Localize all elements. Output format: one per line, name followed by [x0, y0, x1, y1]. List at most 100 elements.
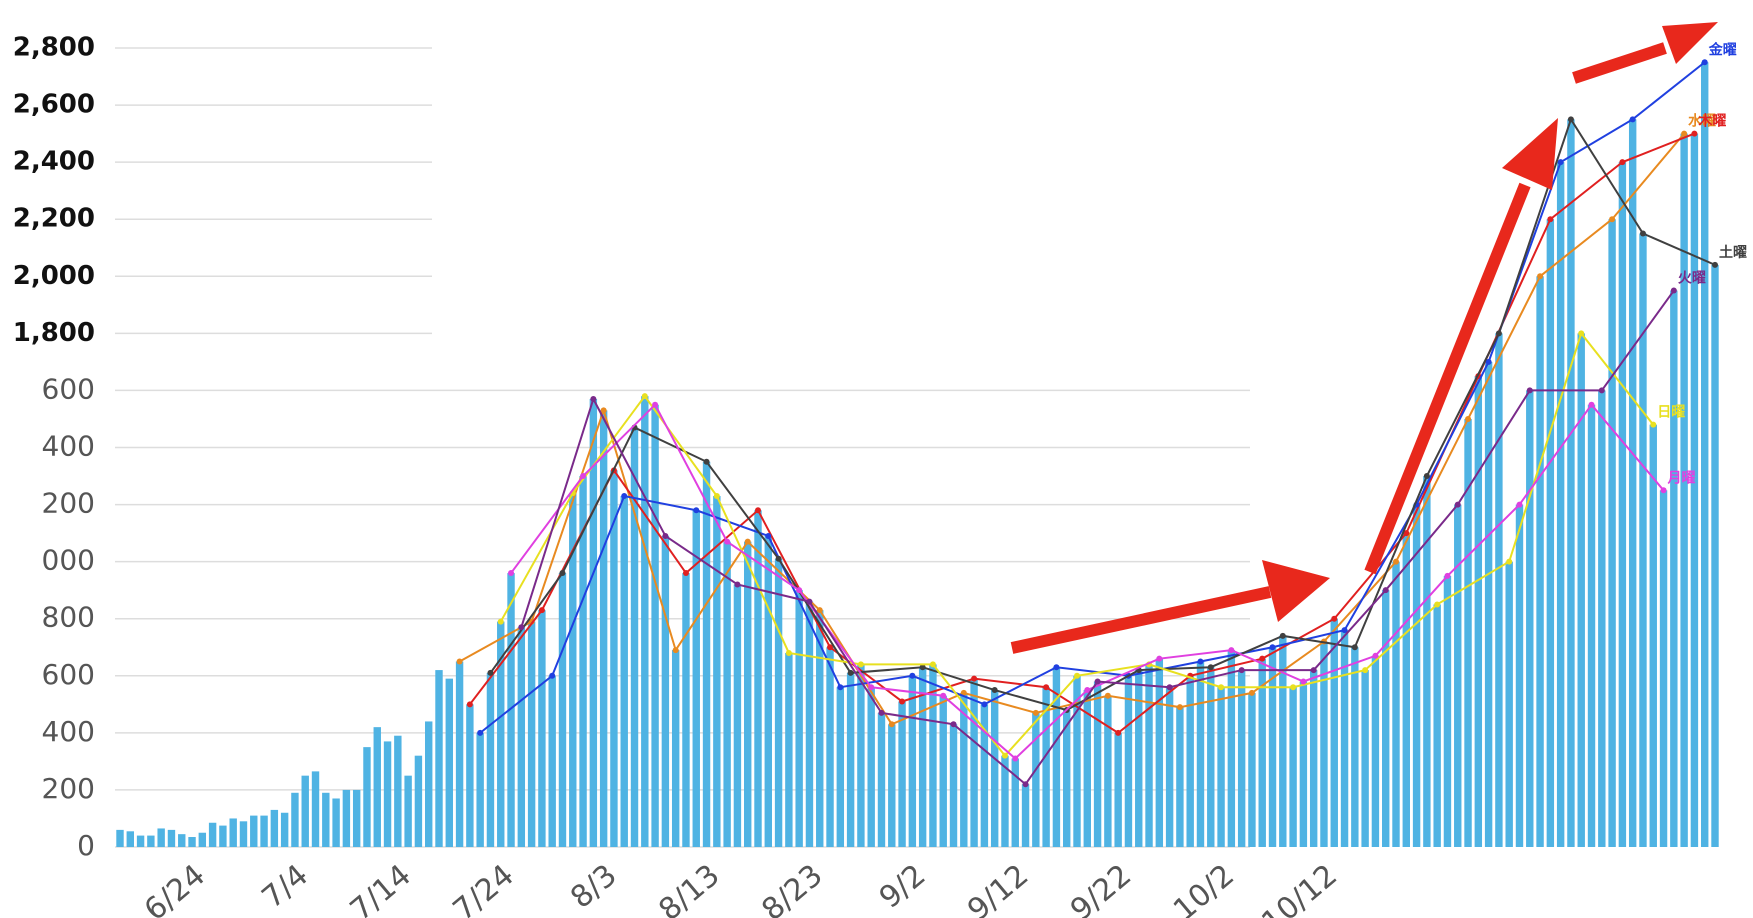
weekday-point — [1588, 401, 1595, 408]
legend-label: 月曜 — [1667, 470, 1696, 486]
y-tick-label: 800 — [42, 601, 95, 634]
bar — [229, 818, 237, 847]
bar — [1207, 667, 1215, 847]
bar — [219, 825, 227, 847]
weekday-point — [1022, 781, 1029, 788]
bar — [795, 590, 803, 847]
weekday-point — [1639, 230, 1646, 237]
bar — [507, 573, 515, 847]
weekday-point — [816, 607, 823, 614]
bar — [497, 621, 505, 847]
bar — [1628, 119, 1637, 847]
x-tick-label: 10/2 — [1167, 858, 1241, 918]
weekday-point — [1248, 689, 1255, 696]
weekday-point — [1074, 672, 1080, 679]
weekday-point — [796, 587, 803, 594]
weekday-point — [1238, 667, 1245, 674]
bar — [208, 822, 217, 847]
y-tick-label: 400 — [42, 430, 95, 463]
bar — [157, 828, 165, 847]
weekday-point — [1465, 415, 1472, 422]
weekday-point — [1053, 664, 1060, 671]
y-tick-label: 200 — [42, 772, 95, 805]
x-tick-label: 6/24 — [138, 858, 212, 918]
bar — [1063, 710, 1071, 847]
weekday-point — [1176, 704, 1183, 711]
weekday-point — [1454, 501, 1461, 508]
bar — [579, 476, 587, 847]
arrow-head — [1262, 560, 1330, 622]
bar — [1299, 681, 1308, 847]
bar — [1268, 647, 1277, 847]
y-tick-label: 2,800 — [13, 33, 95, 63]
y-tick-label: 2,400 — [13, 147, 95, 177]
weekday-point — [549, 672, 556, 679]
bar — [929, 664, 937, 847]
bar — [1309, 670, 1318, 847]
legend-label: 土曜 — [1719, 244, 1747, 261]
bar — [1680, 133, 1688, 847]
weekday-point — [1084, 687, 1091, 694]
weekday-point — [1701, 59, 1708, 66]
weekday-point — [1382, 587, 1389, 594]
weekday-point — [621, 493, 628, 500]
bar — [1690, 133, 1699, 847]
weekday-point — [682, 570, 689, 577]
x-tick-label: 8/23 — [755, 858, 829, 918]
weekday-point — [1156, 655, 1163, 662]
weekday-point — [868, 684, 875, 691]
bar — [620, 496, 628, 847]
weekday-point — [899, 698, 906, 705]
bar — [1279, 635, 1287, 847]
y-tick-label: 400 — [42, 715, 95, 748]
bar — [569, 493, 577, 847]
weekday-point — [1351, 644, 1358, 651]
arrow — [1010, 586, 1272, 654]
weekday-point — [1290, 684, 1297, 691]
weekday-point — [806, 598, 813, 605]
weekday-point — [1444, 572, 1451, 579]
bar — [1474, 376, 1483, 847]
weekday-point — [1681, 130, 1688, 137]
bar — [435, 670, 443, 847]
weekday-point — [1516, 501, 1523, 508]
weekday-point — [1423, 473, 1430, 480]
bar — [352, 789, 361, 847]
bar — [1495, 333, 1503, 847]
bar — [311, 771, 320, 847]
bar — [1340, 630, 1349, 847]
bar — [301, 775, 309, 847]
weekday-point — [1619, 159, 1626, 166]
weekday-point — [559, 570, 566, 577]
bar — [1505, 561, 1513, 847]
bar — [610, 470, 618, 847]
bar — [1567, 119, 1575, 847]
bar — [332, 798, 340, 847]
bar — [1176, 707, 1184, 847]
bar — [1526, 390, 1534, 847]
x-tick-label: 9/12 — [961, 858, 1035, 918]
weekday-point — [1691, 130, 1698, 137]
weekday-point — [1166, 684, 1173, 691]
weekday-point — [1403, 530, 1410, 537]
bar — [1032, 712, 1040, 847]
bar — [538, 610, 546, 847]
arrow-head — [1502, 118, 1558, 190]
bar — [476, 732, 484, 847]
legend-label: 火曜 — [1678, 271, 1706, 287]
bar — [805, 601, 814, 847]
bar — [599, 410, 608, 847]
weekday-point — [600, 407, 607, 414]
weekday-point — [456, 658, 463, 665]
bar — [764, 535, 772, 847]
weekday-point — [919, 664, 926, 671]
weekday-point — [1269, 644, 1276, 651]
bar — [1289, 687, 1297, 847]
x-tick-label: 10/12 — [1255, 858, 1344, 918]
bar — [1536, 276, 1544, 847]
bar — [682, 573, 690, 847]
weekday-point — [775, 555, 782, 562]
bar — [1412, 504, 1421, 847]
bar — [898, 701, 906, 847]
bar — [1701, 62, 1709, 847]
